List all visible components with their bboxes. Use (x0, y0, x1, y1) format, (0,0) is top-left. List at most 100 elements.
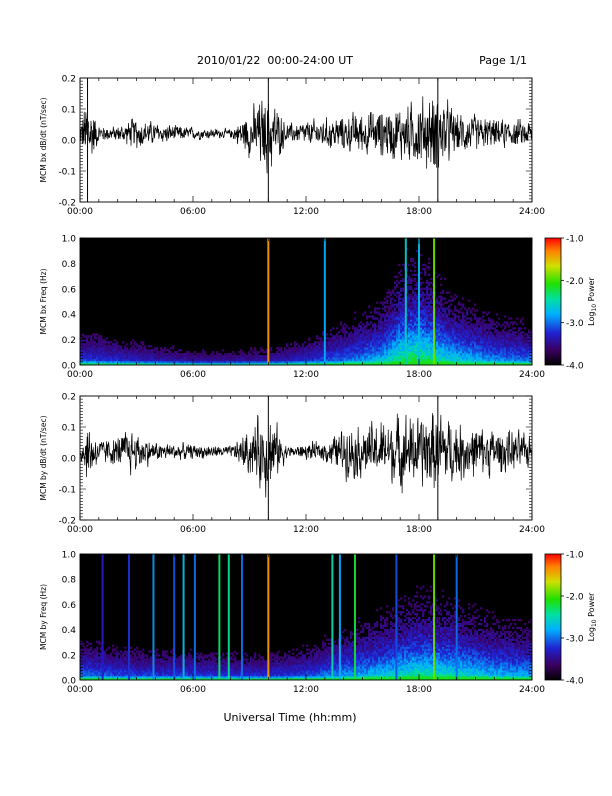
y-tick-label: 0.2 (62, 336, 76, 346)
spectrogram-cell (116, 341, 118, 343)
spectrogram-cell (120, 650, 122, 652)
spectrogram-cell (398, 359, 400, 361)
spectrogram-cell (314, 347, 316, 349)
spectrogram-cell (362, 353, 364, 355)
spectrogram-cell (102, 361, 104, 363)
spectrogram-cell (508, 343, 510, 345)
spectrogram-cell (400, 327, 402, 329)
spectrogram-cell (484, 337, 486, 339)
spectrogram-cell (302, 355, 304, 357)
spectrogram-cell (350, 351, 352, 353)
spectrogram-cell (104, 654, 106, 656)
spectrogram-cell (414, 278, 416, 280)
spectrogram-cell (480, 337, 482, 339)
spectrogram-cell (86, 668, 88, 670)
spectrogram-cell (384, 313, 386, 315)
spectrogram-cell (416, 286, 418, 288)
spectrogram-cell (146, 662, 148, 664)
y-axis-label: MCM bx Freq (Hz) (39, 268, 48, 334)
spectrogram-cell (462, 298, 464, 300)
spectrogram-cell (402, 337, 404, 339)
spectrogram-cell (378, 351, 380, 353)
spectrogram-cell (476, 335, 478, 337)
spectrogram-cell (92, 349, 94, 351)
spectrogram-cell (392, 309, 394, 311)
spectrogram-cell (466, 355, 468, 357)
spectrogram-cell (460, 333, 462, 335)
spectrogram-cell (442, 349, 444, 351)
spectrogram-cell (416, 323, 418, 325)
spectrogram-cell (300, 361, 302, 363)
spectrogram-cell (504, 325, 506, 327)
spectrogram-cell (176, 351, 178, 353)
spectrogram-cell (108, 345, 110, 347)
spectrogram-cell (420, 296, 422, 298)
spectrogram-cell (402, 331, 404, 333)
spectrogram-cell (390, 333, 392, 335)
spectrogram-cell (292, 351, 294, 353)
spectrogram-cell (180, 349, 182, 351)
x-tick-label: 00:00 (67, 207, 93, 217)
spectrogram-cell (396, 296, 398, 298)
spectrogram-cell (110, 660, 112, 662)
spectrogram-cell (428, 296, 430, 298)
spectrogram-cell (132, 353, 134, 355)
spectrogram-cell (488, 329, 490, 331)
spectrogram-cell (504, 335, 506, 337)
spectrogram-cell (476, 339, 478, 341)
spectrogram-cell (112, 674, 114, 676)
spectrogram-cell (140, 359, 142, 361)
spectrogram-cell (520, 357, 522, 359)
spectrogram-cell (138, 359, 140, 361)
spectrogram-cell (410, 339, 412, 341)
spectrogram-cell (382, 343, 384, 345)
spectrogram-cell (464, 343, 466, 345)
spectrogram-cell (474, 337, 476, 339)
spectrogram-cell (394, 313, 396, 315)
spectrogram-cell (408, 278, 410, 280)
spectrogram-cell (344, 355, 346, 357)
spectrogram-cell (448, 311, 450, 313)
spectrogram-cell (410, 321, 412, 323)
spectrogram-cell (112, 656, 114, 658)
spectrogram-cell (312, 359, 314, 361)
spectrogram-cell (368, 349, 370, 351)
spectrogram-cell (148, 672, 150, 674)
spectrogram-cell (414, 321, 416, 323)
spectrogram-cell (104, 676, 106, 678)
spectrogram-cell (170, 664, 172, 666)
spectrogram-cell (374, 311, 376, 313)
spectrogram-cell (376, 302, 378, 304)
y-tick-label: -0.1 (58, 486, 76, 496)
spectrogram-cell (482, 333, 484, 335)
spectrogram-cell (384, 347, 386, 349)
spectrogram-cell (326, 351, 328, 353)
spectrogram-cell (444, 345, 446, 347)
spectrogram-cell (96, 349, 98, 351)
spectrogram-cell (152, 353, 154, 355)
spectrogram-cell (124, 351, 126, 353)
spectrogram-cell (428, 298, 430, 300)
spectrogram-cell (248, 351, 250, 353)
spectrogram-cell (382, 315, 384, 317)
spectrogram-cell (150, 664, 152, 666)
spectrogram-cell (458, 361, 460, 363)
spectrogram-cell (394, 321, 396, 323)
spectrogram-cell (378, 319, 380, 321)
spectrogram-cell (472, 353, 474, 355)
spectrogram-cell (136, 343, 138, 345)
spectrogram-cell (386, 349, 388, 351)
spectrogram-cell (372, 357, 374, 359)
spectrogram-cell (526, 333, 528, 335)
spectrogram-cell (330, 343, 332, 345)
spectrogram-cell (500, 325, 502, 327)
spectrogram-cell (284, 349, 286, 351)
spectrogram-cell (382, 323, 384, 325)
spectrogram-cell (82, 649, 84, 651)
spectrogram-cell (308, 343, 310, 345)
spectrogram-cell (374, 349, 376, 351)
spectrogram-cell (330, 329, 332, 331)
spectrogram-cell (176, 676, 178, 678)
spectrogram-cell (412, 347, 414, 349)
spectrogram-cell (470, 331, 472, 333)
